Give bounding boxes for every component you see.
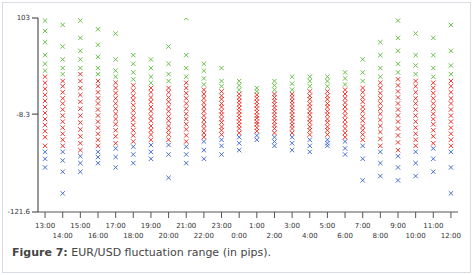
svg-text:7:00: 7:00 bbox=[355, 222, 371, 230]
svg-text:8:00: 8:00 bbox=[372, 232, 388, 240]
svg-text:18:00: 18:00 bbox=[123, 232, 143, 240]
svg-text:23:00: 23:00 bbox=[211, 222, 231, 230]
svg-text:9:00: 9:00 bbox=[390, 222, 406, 230]
svg-text:4:00: 4:00 bbox=[302, 232, 318, 240]
svg-text:13:00: 13:00 bbox=[35, 222, 55, 230]
svg-text:103: 103 bbox=[17, 14, 30, 22]
svg-text:14:00: 14:00 bbox=[53, 232, 73, 240]
svg-text:22:00: 22:00 bbox=[194, 232, 214, 240]
svg-text:3:00: 3:00 bbox=[284, 222, 300, 230]
svg-text:19:00: 19:00 bbox=[141, 222, 161, 230]
svg-text:1:00: 1:00 bbox=[249, 222, 265, 230]
svg-text:17:00: 17:00 bbox=[106, 222, 126, 230]
svg-text:15:00: 15:00 bbox=[70, 222, 90, 230]
svg-text:20:00: 20:00 bbox=[158, 232, 178, 240]
svg-text:11:00: 11:00 bbox=[423, 222, 443, 230]
html-text:Figure 7: EUR/USD fluctuation: Figure 7: EUR/USD fluctuation range (in … bbox=[12, 246, 271, 259]
svg-text:2:00: 2:00 bbox=[267, 232, 283, 240]
svg-text:0:00: 0:00 bbox=[231, 232, 247, 240]
svg-text:6:00: 6:00 bbox=[337, 232, 353, 240]
svg-text:-8.3: -8.3 bbox=[16, 111, 30, 119]
svg-text:-121.6: -121.6 bbox=[8, 208, 31, 216]
svg-text:12:00: 12:00 bbox=[441, 232, 461, 240]
svg-text:10:00: 10:00 bbox=[406, 232, 426, 240]
svg-text:21:00: 21:00 bbox=[176, 222, 196, 230]
svg-text:5:00: 5:00 bbox=[320, 222, 336, 230]
svg-text:16:00: 16:00 bbox=[88, 232, 108, 240]
